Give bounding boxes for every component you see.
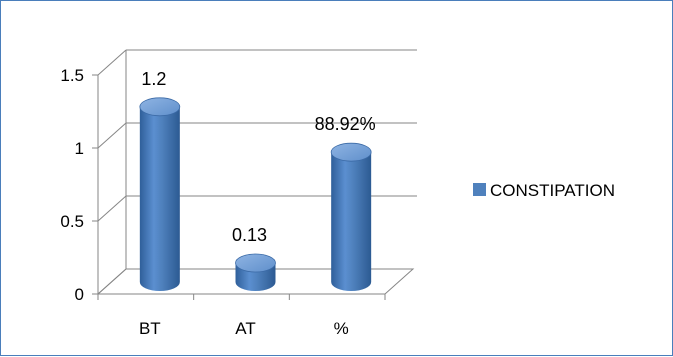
bar-top <box>330 142 372 162</box>
y-tick-label: 0 <box>75 285 84 304</box>
x-tick-label: BT <box>139 319 161 338</box>
bar-body <box>331 152 372 291</box>
bar-at-cylinder <box>235 253 276 291</box>
bar-top <box>139 97 181 117</box>
legend: CONSTIPATION <box>473 181 615 200</box>
y-tick-label: 0.5 <box>60 212 84 231</box>
y-tick-label: 1 <box>75 139 84 158</box>
bars-layer <box>139 97 372 291</box>
legend-swatch <box>473 183 486 196</box>
gridline-depth <box>97 122 127 149</box>
bar--cylinder <box>330 142 372 291</box>
bar-body <box>139 106 180 291</box>
x-tick-label: AT <box>235 319 255 338</box>
data-label: 1.2 <box>141 69 166 89</box>
axes-layer <box>92 49 417 300</box>
x-tick-label: % <box>334 319 349 338</box>
data-label: 88.92% <box>315 114 376 134</box>
bar-bt-cylinder <box>139 97 181 291</box>
bar-top <box>235 253 276 273</box>
data-label: 0.13 <box>232 225 267 245</box>
labels-layer: 0 0.5 1 1.5 BT AT % 1.2 0.13 88.92% <box>60 66 375 338</box>
gridline-depth <box>97 49 127 76</box>
gridline-depth <box>97 195 127 222</box>
legend-label: CONSTIPATION <box>490 181 615 200</box>
y-tick-label: 1.5 <box>60 66 84 85</box>
